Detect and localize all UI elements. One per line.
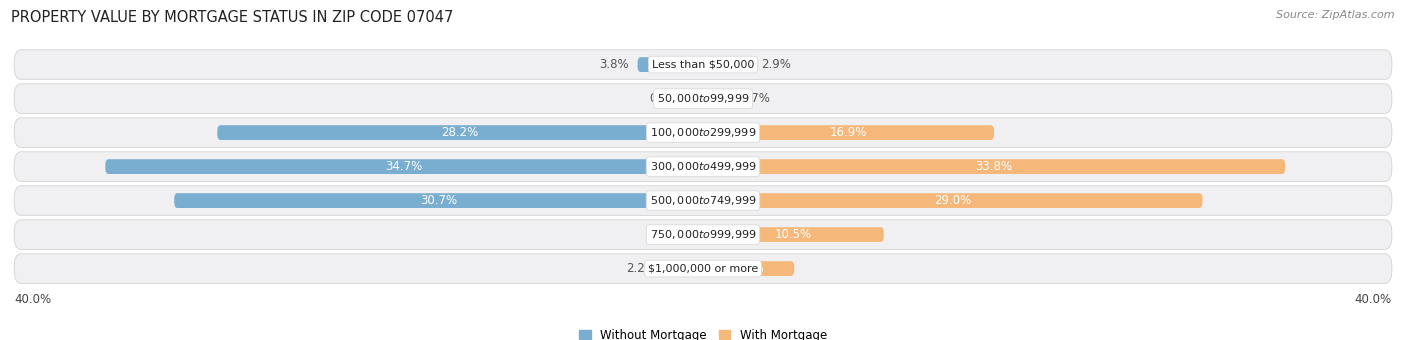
- Text: 30.7%: 30.7%: [420, 194, 457, 207]
- FancyBboxPatch shape: [105, 159, 703, 174]
- Text: $500,000 to $749,999: $500,000 to $749,999: [650, 194, 756, 207]
- Legend: Without Mortgage, With Mortgage: Without Mortgage, With Mortgage: [579, 329, 827, 340]
- Text: 33.8%: 33.8%: [976, 160, 1012, 173]
- Text: 10.5%: 10.5%: [775, 228, 813, 241]
- FancyBboxPatch shape: [637, 57, 703, 72]
- FancyBboxPatch shape: [703, 227, 884, 242]
- Text: 40.0%: 40.0%: [14, 293, 51, 306]
- FancyBboxPatch shape: [703, 159, 1285, 174]
- FancyBboxPatch shape: [703, 193, 1202, 208]
- Text: 0.0%: 0.0%: [665, 228, 695, 241]
- Text: 3.8%: 3.8%: [599, 58, 628, 71]
- FancyBboxPatch shape: [14, 186, 1392, 216]
- FancyBboxPatch shape: [14, 84, 1392, 114]
- Text: 1.7%: 1.7%: [741, 92, 770, 105]
- FancyBboxPatch shape: [695, 91, 703, 106]
- Text: Source: ZipAtlas.com: Source: ZipAtlas.com: [1277, 10, 1395, 20]
- FancyBboxPatch shape: [174, 193, 703, 208]
- Text: 16.9%: 16.9%: [830, 126, 868, 139]
- FancyBboxPatch shape: [14, 50, 1392, 80]
- Text: 34.7%: 34.7%: [385, 160, 423, 173]
- Text: $50,000 to $99,999: $50,000 to $99,999: [657, 92, 749, 105]
- FancyBboxPatch shape: [14, 118, 1392, 148]
- Text: $750,000 to $999,999: $750,000 to $999,999: [650, 228, 756, 241]
- Text: 29.0%: 29.0%: [934, 194, 972, 207]
- Text: 2.2%: 2.2%: [627, 262, 657, 275]
- Text: $300,000 to $499,999: $300,000 to $499,999: [650, 160, 756, 173]
- Text: $1,000,000 or more: $1,000,000 or more: [648, 264, 758, 274]
- FancyBboxPatch shape: [14, 254, 1392, 283]
- FancyBboxPatch shape: [665, 261, 703, 276]
- FancyBboxPatch shape: [703, 91, 733, 106]
- Text: 2.9%: 2.9%: [762, 58, 792, 71]
- Text: PROPERTY VALUE BY MORTGAGE STATUS IN ZIP CODE 07047: PROPERTY VALUE BY MORTGAGE STATUS IN ZIP…: [11, 10, 454, 25]
- Text: 40.0%: 40.0%: [1355, 293, 1392, 306]
- FancyBboxPatch shape: [14, 220, 1392, 250]
- Text: Less than $50,000: Less than $50,000: [652, 59, 754, 70]
- FancyBboxPatch shape: [703, 125, 994, 140]
- FancyBboxPatch shape: [703, 261, 794, 276]
- FancyBboxPatch shape: [218, 125, 703, 140]
- FancyBboxPatch shape: [14, 152, 1392, 182]
- Text: 5.3%: 5.3%: [734, 262, 763, 275]
- FancyBboxPatch shape: [703, 57, 754, 72]
- Text: $100,000 to $299,999: $100,000 to $299,999: [650, 126, 756, 139]
- Text: 0.48%: 0.48%: [650, 92, 686, 105]
- Text: 28.2%: 28.2%: [441, 126, 479, 139]
